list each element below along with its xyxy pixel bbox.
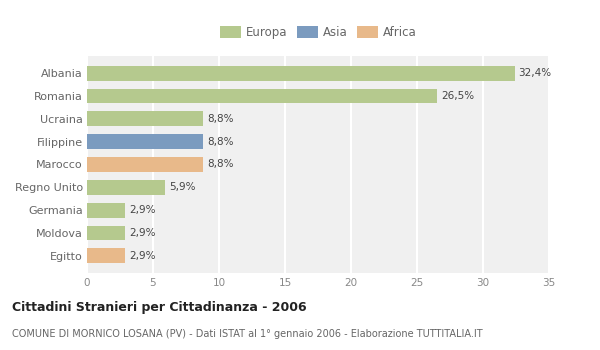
Text: 5,9%: 5,9%: [169, 182, 196, 192]
Bar: [87, 225, 125, 240]
Text: 8,8%: 8,8%: [207, 114, 233, 124]
Bar: [87, 89, 437, 104]
Text: 2,9%: 2,9%: [129, 251, 156, 261]
Text: 8,8%: 8,8%: [207, 137, 233, 147]
Bar: [87, 180, 165, 195]
Text: 32,4%: 32,4%: [518, 68, 552, 78]
Bar: [87, 134, 203, 149]
Bar: [87, 66, 515, 81]
Text: Cittadini Stranieri per Cittadinanza - 2006: Cittadini Stranieri per Cittadinanza - 2…: [12, 301, 307, 314]
Bar: [87, 112, 203, 126]
Text: COMUNE DI MORNICO LOSANA (PV) - Dati ISTAT al 1° gennaio 2006 - Elaborazione TUT: COMUNE DI MORNICO LOSANA (PV) - Dati IST…: [12, 329, 482, 339]
Text: 8,8%: 8,8%: [207, 160, 233, 169]
Text: 2,9%: 2,9%: [129, 205, 156, 215]
Legend: Europa, Asia, Africa: Europa, Asia, Africa: [217, 24, 419, 41]
Bar: [87, 157, 203, 172]
Text: 26,5%: 26,5%: [441, 91, 474, 101]
Bar: [87, 203, 125, 217]
Text: 2,9%: 2,9%: [129, 228, 156, 238]
Bar: [87, 248, 125, 263]
